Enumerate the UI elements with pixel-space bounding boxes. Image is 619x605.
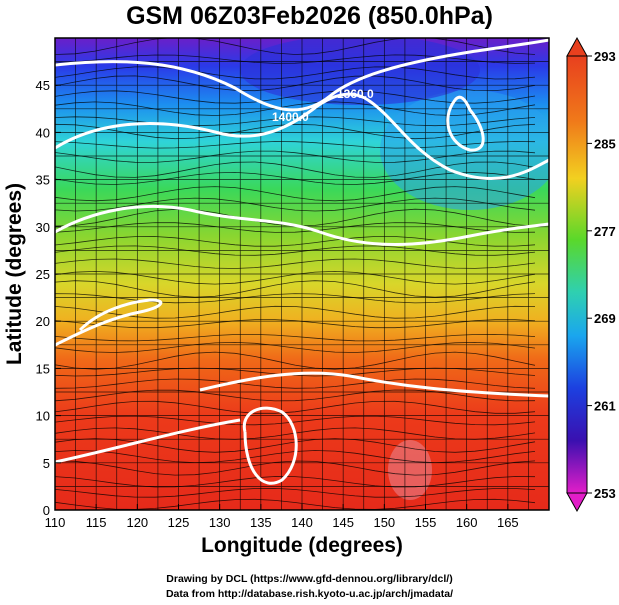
colorbar-tick-label: 253	[594, 486, 616, 501]
contour-labels: 1360.0 1400.0	[272, 87, 374, 124]
colorbar-tick-label: 269	[594, 311, 616, 326]
x-tick-label: 160	[456, 515, 478, 530]
x-axis-ticks: 110 115 120 125 130 135 140 145 150 155 160 165	[45, 504, 519, 530]
chart-title: GSM 06Z03Feb2026 (850.0hPa)	[126, 2, 493, 30]
height-contours	[55, 38, 549, 485]
x-tick-label: 130	[209, 515, 231, 530]
colorbar-tick-label: 277	[594, 224, 616, 239]
y-tick-label: 10	[36, 409, 50, 424]
y-tick-label: 35	[36, 173, 50, 188]
x-tick-label: 120	[126, 515, 148, 530]
x-tick-label: 155	[415, 515, 437, 530]
y-axis-ticks: 0 5 10 15 20 25 30 35 40 45	[36, 78, 61, 518]
x-tick-label: 165	[497, 515, 519, 530]
y-tick-label: 5	[43, 456, 50, 471]
x-tick-label: 140	[291, 515, 313, 530]
colorbar: 293 285 277 269 261 253	[566, 36, 616, 513]
colorbar-tick-label: 285	[594, 136, 616, 151]
x-axis-label: Longitude (degrees)	[201, 534, 403, 557]
contour-label-1360: 1360.0	[337, 87, 374, 101]
grid-lines	[55, 38, 549, 510]
x-tick-label: 135	[250, 515, 272, 530]
x-tick-label: 150	[373, 515, 395, 530]
colorbar-top-arrow	[566, 36, 588, 57]
y-tick-label: 0	[43, 503, 50, 518]
colorbar-bottom-arrow	[566, 492, 588, 513]
x-tick-label: 145	[332, 515, 354, 530]
y-tick-label: 45	[36, 78, 50, 93]
y-tick-label: 25	[36, 267, 50, 282]
y-axis-label: Latitude (degrees)	[3, 182, 26, 366]
colorbar-tick-label: 261	[594, 399, 616, 414]
y-tick-label: 30	[36, 220, 50, 235]
contour-label-1400: 1400.0	[272, 110, 309, 124]
x-tick-label: 110	[45, 515, 66, 530]
y-tick-label: 20	[36, 314, 50, 329]
y-tick-label: 15	[36, 361, 50, 376]
y-tick-label: 40	[36, 125, 50, 140]
credit-data: Data from http://database.rish.kyoto-u.a…	[165, 588, 454, 600]
colorbar-tick-label: 293	[594, 49, 616, 64]
credit-drawing: Drawing by DCL (https://www.gfd-dennou.o…	[166, 573, 453, 585]
x-tick-label: 125	[168, 515, 190, 530]
x-tick-label: 115	[86, 515, 107, 530]
colorbar-scale	[566, 55, 588, 494]
